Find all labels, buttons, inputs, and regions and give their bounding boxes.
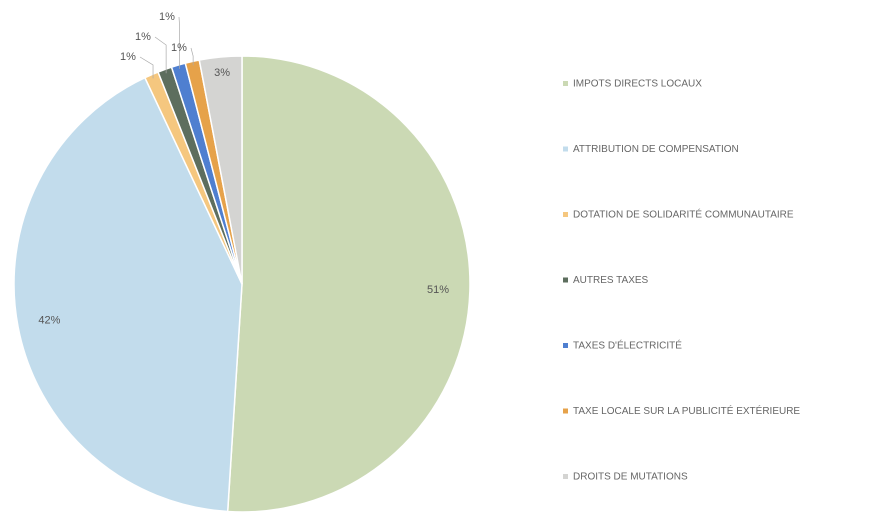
leader-line	[154, 36, 167, 74]
legend-swatch	[563, 212, 568, 217]
pie-slice	[13, 76, 243, 512]
leader-line	[139, 56, 154, 79]
data-label: 3%	[214, 67, 230, 79]
pie-slice	[226, 55, 471, 512]
legend-swatch	[563, 277, 568, 283]
legend-label: ATTRIBUTION DE COMPENSATION	[573, 144, 739, 155]
legend-label: TAXES D'ÉLECTRICITÉ	[573, 339, 682, 352]
data-label: 1%	[159, 11, 175, 23]
data-label: 51%	[427, 284, 449, 296]
legend-label: TAXE LOCALE SUR LA PUBLICITÉ EXTÉRIEURE	[573, 404, 800, 417]
data-label: 1%	[171, 42, 187, 54]
legend-swatch	[563, 81, 568, 86]
leader-line	[178, 16, 180, 69]
legend-swatch	[563, 146, 568, 152]
legend-label: DROITS DE MUTATIONS	[573, 472, 688, 483]
pie-slice	[198, 55, 243, 285]
data-label: 1%	[135, 31, 151, 43]
legend-swatch	[563, 474, 568, 479]
legend-label: AUTRES TAXES	[573, 275, 649, 286]
data-label: 42%	[38, 315, 60, 327]
legend-label: DOTATION DE SOLIDARITÉ COMMUNAUTAIRE	[573, 208, 794, 221]
legend-label: IMPOTS DIRECTS LOCAUX	[573, 79, 702, 90]
leader-line	[190, 47, 194, 66]
legend: IMPOTS DIRECTS LOCAUX ATTRIBUTION DE COMP…	[563, 79, 800, 483]
legend-swatch	[563, 408, 568, 414]
data-label: 1%	[120, 51, 136, 63]
legend-swatch	[563, 343, 568, 348]
